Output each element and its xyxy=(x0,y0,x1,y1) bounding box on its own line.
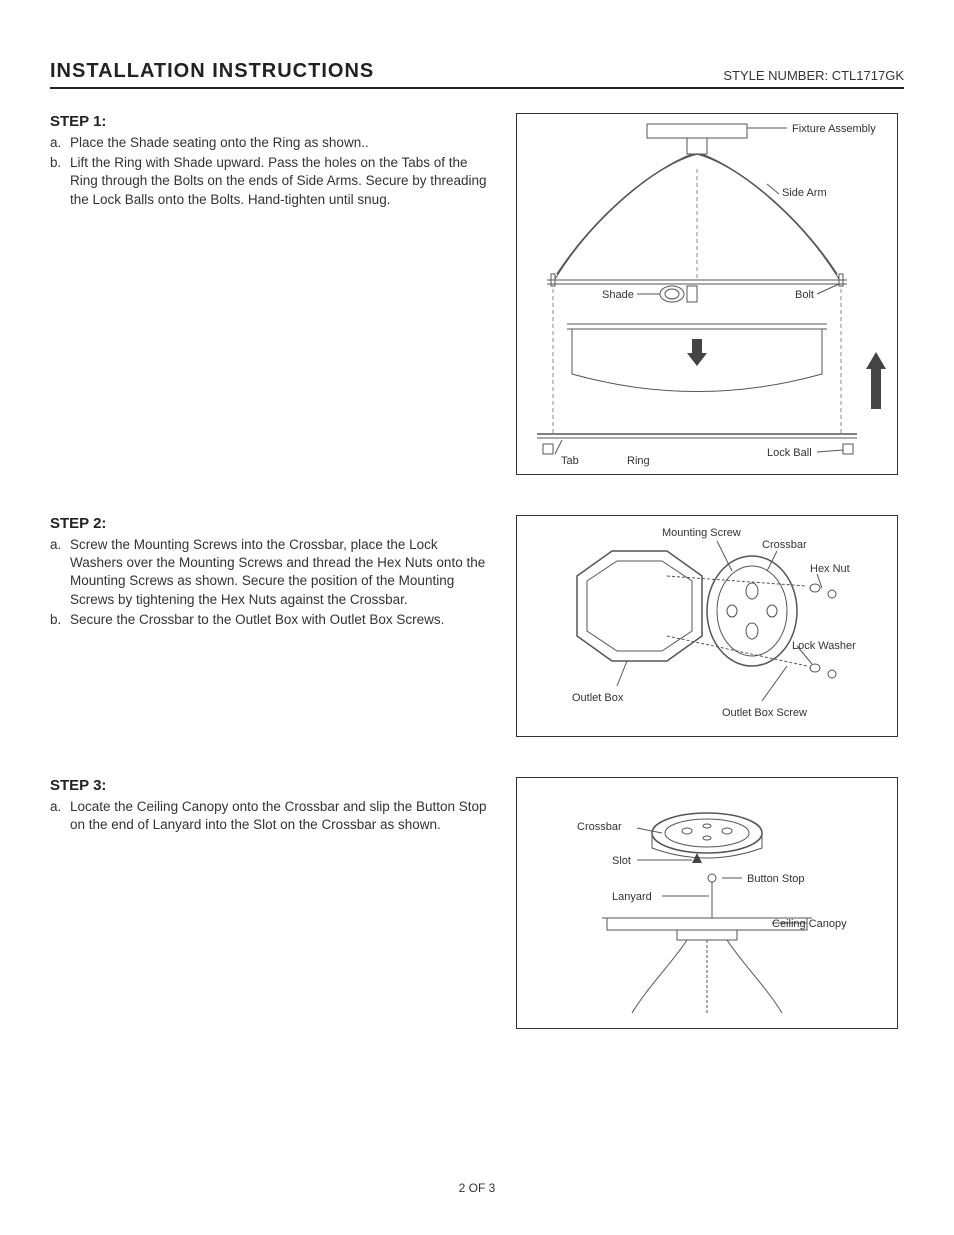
label-crossbar: Crossbar xyxy=(577,821,622,833)
step-2-title: STEP 2: xyxy=(50,515,490,532)
list-label: a. xyxy=(50,134,70,152)
label-outlet-box: Outlet Box xyxy=(572,692,624,704)
label-bolt: Bolt xyxy=(795,289,814,301)
step-2-item-a: a. Screw the Mounting Screws into the Cr… xyxy=(50,536,490,609)
step-2: STEP 2: a. Screw the Mounting Screws int… xyxy=(50,515,904,737)
list-text: Screw the Mounting Screws into the Cross… xyxy=(70,536,490,609)
label-lanyard: Lanyard xyxy=(612,891,652,903)
label-hex-nut: Hex Nut xyxy=(810,563,850,575)
list-label: b. xyxy=(50,154,70,209)
step-3-figure: Crossbar Slot Button Stop Lanyard Ceilin… xyxy=(516,777,898,1029)
step-1: STEP 1: a. Place the Shade seating onto … xyxy=(50,113,904,475)
label-lock-ball: Lock Ball xyxy=(767,447,812,459)
list-text: Secure the Crossbar to the Outlet Box wi… xyxy=(70,611,490,629)
step-3-item-a: a. Locate the Ceiling Canopy onto the Cr… xyxy=(50,798,490,834)
list-text: Place the Shade seating onto the Ring as… xyxy=(70,134,490,152)
label-crossbar: Crossbar xyxy=(762,539,807,551)
step-3-title: STEP 3: xyxy=(50,777,490,794)
step-1-item-a: a. Place the Shade seating onto the Ring… xyxy=(50,134,490,152)
list-label: a. xyxy=(50,798,70,834)
step-1-item-b: b. Lift the Ring with Shade upward. Pass… xyxy=(50,154,490,209)
page-footer: 2 OF 3 xyxy=(0,1181,954,1195)
list-text: Lift the Ring with Shade upward. Pass th… xyxy=(70,154,490,209)
step-3: STEP 3: a. Locate the Ceiling Canopy ont… xyxy=(50,777,904,1029)
style-number: STYLE NUMBER: CTL1717GK xyxy=(723,68,904,83)
page-title: INSTALLATION INSTRUCTIONS xyxy=(50,60,374,83)
label-fixture-assembly: Fixture Assembly xyxy=(792,123,876,135)
page-header: INSTALLATION INSTRUCTIONS STYLE NUMBER: … xyxy=(50,60,904,89)
list-label: b. xyxy=(50,611,70,629)
label-ring: Ring xyxy=(627,455,650,467)
label-button-stop: Button Stop xyxy=(747,873,805,885)
label-slot: Slot xyxy=(612,855,631,867)
label-outlet-box-screw: Outlet Box Screw xyxy=(722,707,807,719)
label-ceiling-canopy: Ceiling Canopy xyxy=(772,918,847,930)
label-mounting-screw: Mounting Screw xyxy=(662,527,741,539)
step-2-figure: Mounting Screw Crossbar Hex Nut Lock Was… xyxy=(516,515,898,737)
step-1-title: STEP 1: xyxy=(50,113,490,130)
step-1-figure: Fixture Assembly Side Arm Shade Bolt Tab… xyxy=(516,113,898,475)
label-tab: Tab xyxy=(561,455,579,467)
list-label: a. xyxy=(50,536,70,609)
step-2-item-b: b. Secure the Crossbar to the Outlet Box… xyxy=(50,611,490,629)
list-text: Locate the Ceiling Canopy onto the Cross… xyxy=(70,798,490,834)
label-side-arm: Side Arm xyxy=(782,187,827,199)
label-lock-washer: Lock Washer xyxy=(792,640,856,652)
label-shade: Shade xyxy=(602,289,634,301)
